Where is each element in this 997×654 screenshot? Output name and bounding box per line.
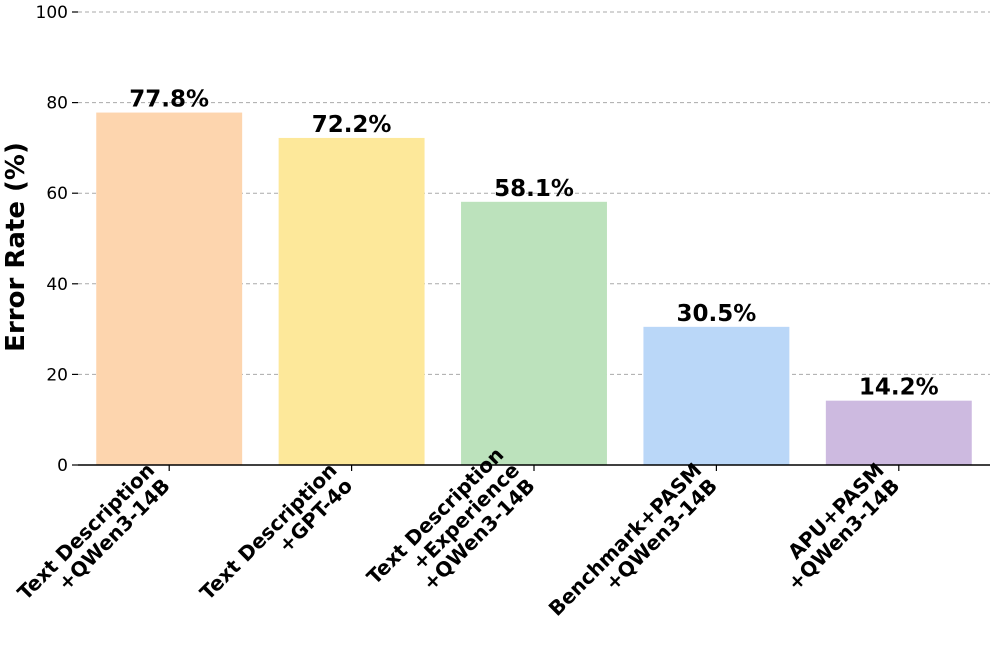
bar-value-label: 72.2% xyxy=(312,112,392,138)
y-axis-ticks: 0 20 40 60 80 100 xyxy=(36,3,78,476)
bar-value-label: 14.2% xyxy=(859,375,939,401)
x-tick-label-line: Benchmark+PASM xyxy=(544,458,707,621)
bar-value-label: 30.5% xyxy=(677,301,757,327)
y-tick-label: 20 xyxy=(46,365,68,385)
x-tick-label: Text Description+GPT-4o xyxy=(195,458,357,620)
x-tick-label-line: Text Description xyxy=(195,458,342,605)
bar xyxy=(278,137,425,465)
bar xyxy=(461,201,607,465)
y-tick-label: 80 xyxy=(46,94,68,114)
x-tick-label: Text Description+QWen3-14B xyxy=(13,458,175,620)
x-tick-label: Text Description+Experience+QWen3-14B xyxy=(362,442,540,620)
bar xyxy=(825,400,972,465)
x-tick-label: Benchmark+PASM+QWen3-14B xyxy=(544,458,722,636)
y-tick-label: 60 xyxy=(46,184,68,204)
y-tick-label: 100 xyxy=(36,3,68,23)
bars xyxy=(96,112,972,465)
y-tick-label: 0 xyxy=(57,456,68,476)
x-tick-label-line: Text Description xyxy=(13,458,160,605)
bar xyxy=(96,112,243,465)
bar-value-label: 58.1% xyxy=(494,176,574,202)
y-axis-label: Error Rate (%) xyxy=(1,142,31,352)
x-axis-ticks: Text Description+QWen3-14B Text Descripti… xyxy=(13,442,905,636)
y-tick-label: 40 xyxy=(46,275,68,295)
data-labels: 77.8% 72.2% 58.1% 30.5% 14.2% xyxy=(129,87,938,401)
x-tick-label: APU+PASM+QWen3-14B xyxy=(767,458,904,595)
bar-value-label: 77.8% xyxy=(129,87,209,113)
bar xyxy=(643,326,790,465)
